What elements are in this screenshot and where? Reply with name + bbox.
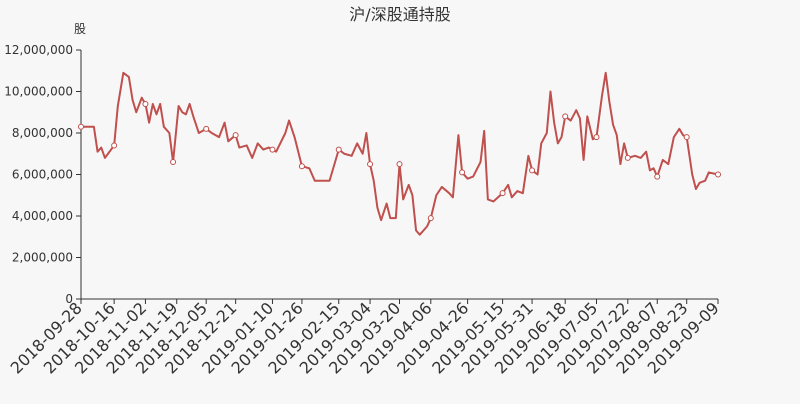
data-point-marker <box>367 161 374 168</box>
data-point-marker <box>335 146 342 153</box>
y-tick-label: 8,000,000 <box>12 126 73 140</box>
data-point-marker <box>427 215 434 222</box>
data-point-marker <box>715 171 721 178</box>
data-point-marker <box>142 100 149 107</box>
y-axis-unit-label: 股 <box>74 22 86 36</box>
data-point-marker <box>111 142 118 149</box>
data-point-marker <box>78 123 84 130</box>
data-point-marker <box>593 134 600 141</box>
data-point-marker <box>203 125 210 132</box>
y-tick-label: 12,000,000 <box>4 43 73 57</box>
y-tick-label: 0 <box>65 292 73 306</box>
data-point-marker <box>170 159 177 166</box>
data-point-marker <box>269 146 276 153</box>
chart-title: 沪/深股通持股 <box>349 5 450 24</box>
data-point-marker <box>396 161 403 168</box>
y-tick-label: 4,000,000 <box>12 209 73 223</box>
data-point-marker <box>232 132 239 139</box>
y-axis: 0 2,000,000 4,000,000 6,000,000 8,000,000 10,… <box>4 43 82 306</box>
data-point-marker <box>624 154 631 161</box>
data-point-marker <box>298 163 305 170</box>
x-axis: 2018-09-282018-10-162018-11-022018-11-19… <box>7 298 723 377</box>
y-tick-label: 10,000,000 <box>4 85 73 99</box>
data-point-marker <box>562 113 569 120</box>
series-line <box>81 71 719 236</box>
plot-area <box>78 71 721 236</box>
y-tick-label: 2,000,000 <box>12 251 73 265</box>
data-point-marker <box>683 134 690 141</box>
data-point-marker <box>529 167 536 174</box>
data-point-marker <box>654 173 661 180</box>
data-point-marker <box>499 190 506 197</box>
data-point-marker <box>459 169 466 176</box>
y-tick-label: 6,000,000 <box>12 168 73 182</box>
